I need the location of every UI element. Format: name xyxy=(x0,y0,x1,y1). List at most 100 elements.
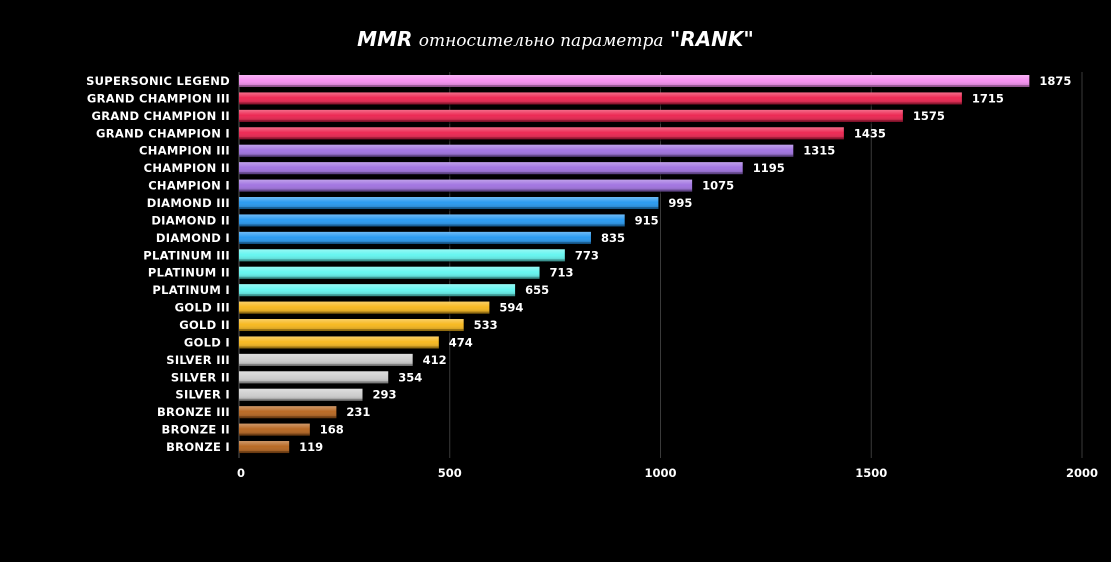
category-label: DIAMOND III xyxy=(147,196,230,210)
value-label: 1715 xyxy=(972,91,1004,105)
bar-bottom-edge xyxy=(239,381,389,384)
bar-highlight xyxy=(239,109,903,122)
bar-highlight xyxy=(239,231,591,244)
bar-highlight xyxy=(239,162,743,175)
category-label: GRAND CHAMPION II xyxy=(91,109,230,123)
bar-highlight xyxy=(239,214,625,227)
x-axis-ticks: 0 500 1000 1500 2000 xyxy=(237,466,1098,480)
bar xyxy=(239,284,517,299)
category-label: SILVER II xyxy=(171,370,230,384)
title-part-rank: "RANK" xyxy=(669,27,754,51)
bar-highlight xyxy=(239,406,337,419)
x-tick-label: 1000 xyxy=(644,466,676,480)
value-label: 1075 xyxy=(702,179,734,193)
bar xyxy=(239,197,660,212)
category-label: PLATINUM III xyxy=(143,248,230,262)
bar xyxy=(239,214,626,229)
category-label: SILVER I xyxy=(175,388,230,402)
category-label: CHAMPION III xyxy=(139,144,230,158)
value-label: 773 xyxy=(575,248,599,262)
bar xyxy=(239,109,904,124)
bar-highlight xyxy=(239,92,962,105)
bar-highlight xyxy=(239,197,659,210)
bar xyxy=(239,231,592,246)
bar-bottom-edge xyxy=(239,451,290,454)
category-label: BRONZE III xyxy=(157,405,230,419)
bar-bottom-edge xyxy=(239,85,1030,87)
bar-highlight xyxy=(239,144,794,157)
title-part-relative: относительно параметра xyxy=(418,31,664,51)
value-label: 995 xyxy=(668,196,692,210)
category-label: CHAMPION II xyxy=(144,161,230,175)
bar-highlight xyxy=(239,353,413,366)
bar-bottom-edge xyxy=(239,346,439,349)
bar xyxy=(239,249,566,264)
value-label: 474 xyxy=(449,335,473,349)
category-label: SUPERSONIC LEGEND xyxy=(86,74,230,88)
category-labels: SUPERSONIC LEGEND GRAND CHAMPION III GRAND… xyxy=(86,74,230,454)
value-label: 533 xyxy=(474,318,498,332)
bar xyxy=(239,144,795,159)
bar xyxy=(239,92,963,107)
bar xyxy=(239,353,414,368)
bar xyxy=(239,162,744,177)
bar-bottom-edge xyxy=(239,154,794,157)
bar-bottom-edge xyxy=(239,294,516,297)
bar xyxy=(239,371,390,386)
value-label: 835 xyxy=(601,231,625,245)
bar-bottom-edge xyxy=(239,259,565,262)
value-label: 1315 xyxy=(803,144,835,158)
x-tick-label: 1500 xyxy=(855,466,887,480)
category-label: DIAMOND I xyxy=(156,231,230,245)
value-label: 293 xyxy=(372,388,396,402)
chart-title: MMR относительно параметра "RANK" xyxy=(0,26,1111,54)
bar-bottom-edge xyxy=(239,433,310,436)
bar-bottom-edge xyxy=(239,207,659,210)
bar xyxy=(239,266,541,281)
category-label: BRONZE I xyxy=(166,440,230,454)
bar-highlight xyxy=(239,284,516,297)
bar-highlight xyxy=(239,179,693,192)
x-tick-label: 0 xyxy=(237,466,245,480)
bar xyxy=(239,319,465,334)
bar-highlight xyxy=(239,301,490,314)
x-tick-label: 2000 xyxy=(1066,466,1098,480)
bar-highlight xyxy=(239,75,1030,87)
bar-bottom-edge xyxy=(239,102,962,105)
value-label: 1875 xyxy=(1039,74,1071,88)
bar xyxy=(239,423,311,438)
bar-highlight xyxy=(239,127,844,140)
bar xyxy=(239,75,1031,89)
value-label: 713 xyxy=(550,266,574,280)
bar xyxy=(239,127,845,142)
x-tick-label: 500 xyxy=(438,466,462,480)
bar-highlight xyxy=(239,388,363,401)
title-part-mmr: MMR xyxy=(357,27,413,51)
bars xyxy=(239,75,1031,456)
category-label: GOLD III xyxy=(175,301,230,315)
bar-bottom-edge xyxy=(239,276,540,279)
bar-bottom-edge xyxy=(239,137,844,140)
bar-bottom-edge xyxy=(239,363,413,366)
bar-highlight xyxy=(239,423,310,436)
bar-bottom-edge xyxy=(239,311,490,314)
value-label: 354 xyxy=(398,370,422,384)
category-label: GRAND CHAMPION III xyxy=(87,91,230,105)
bar-bottom-edge xyxy=(239,119,903,122)
bar xyxy=(239,336,440,351)
value-labels: 1875 1715 1575 1435 1315 1195 1075 995 915 835773… xyxy=(299,74,1071,454)
value-label: 915 xyxy=(635,213,659,227)
bar-highlight xyxy=(239,266,540,279)
bar-highlight xyxy=(239,371,389,384)
bar-bottom-edge xyxy=(239,172,743,175)
category-label: PLATINUM I xyxy=(152,283,230,297)
category-label: GOLD I xyxy=(184,335,230,349)
value-label: 1195 xyxy=(753,161,785,175)
value-label: 119 xyxy=(299,440,323,454)
category-label: CHAMPION I xyxy=(148,179,230,193)
bar xyxy=(239,406,338,421)
category-label: SILVER III xyxy=(166,353,230,367)
category-label: BRONZE II xyxy=(162,423,230,437)
value-label: 412 xyxy=(423,353,447,367)
bar-bottom-edge xyxy=(239,189,693,192)
